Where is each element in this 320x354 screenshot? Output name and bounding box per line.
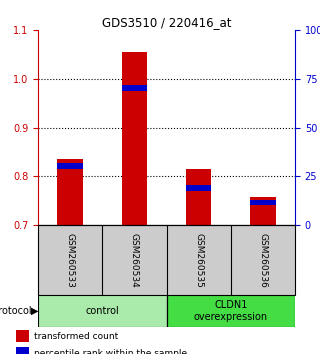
Bar [16, 330, 29, 342]
Bar [186, 185, 212, 191]
Bar [38, 295, 166, 327]
Bar [16, 347, 29, 354]
Text: GSM260534: GSM260534 [130, 233, 139, 287]
Text: GSM260533: GSM260533 [66, 233, 75, 287]
Text: control: control [85, 306, 119, 316]
Bar [250, 200, 276, 205]
Title: GDS3510 / 220416_at: GDS3510 / 220416_at [102, 16, 231, 29]
Bar [122, 52, 147, 225]
Text: protocol: protocol [0, 306, 32, 316]
Text: CLDN1
overexpression: CLDN1 overexpression [194, 300, 268, 322]
Text: GSM260536: GSM260536 [258, 233, 268, 287]
Text: transformed count: transformed count [34, 332, 118, 341]
Bar [57, 163, 83, 169]
Text: ▶: ▶ [31, 306, 38, 316]
Bar [57, 159, 83, 225]
Text: percentile rank within the sample: percentile rank within the sample [34, 349, 187, 354]
Bar [122, 85, 147, 91]
Bar [250, 197, 276, 225]
Bar [186, 169, 212, 225]
Text: GSM260535: GSM260535 [194, 233, 203, 287]
Bar [166, 295, 295, 327]
